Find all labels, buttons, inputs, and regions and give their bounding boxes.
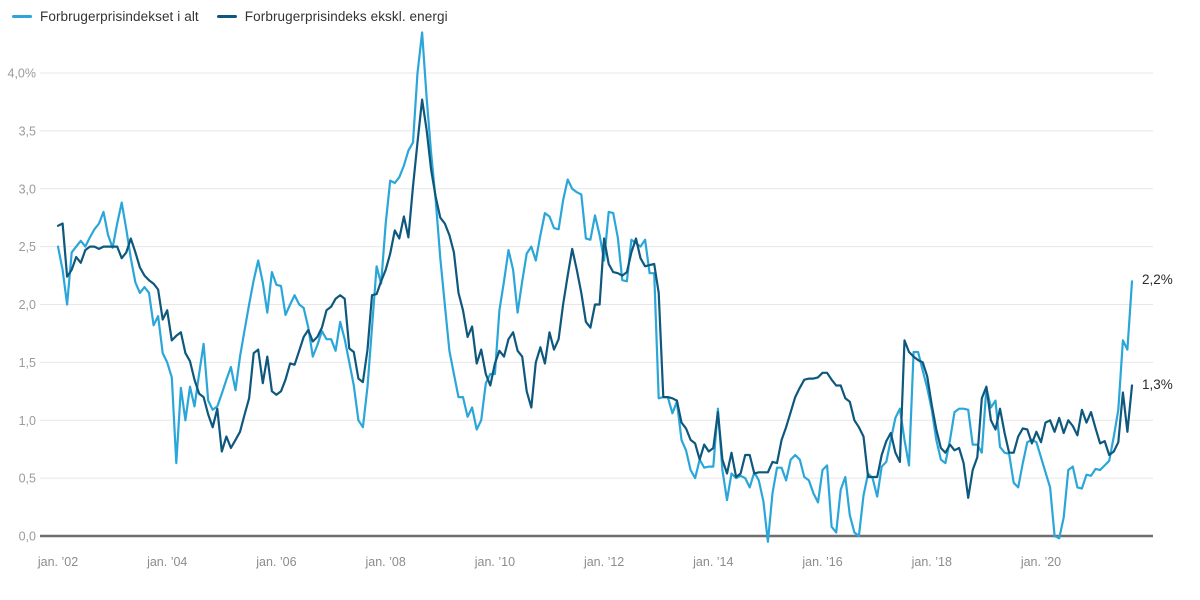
x-tick-label: jan. ’20 <box>1020 555 1061 569</box>
end-value-label-total: 2,2% <box>1142 272 1173 288</box>
x-tick-label: jan. ’02 <box>37 555 78 569</box>
x-tick-label: jan. ’16 <box>801 555 842 569</box>
y-axis-labels: 0,0 0,5 1,0 1,5 2,0 2,5 3,0 3,5 4,0% <box>8 67 37 544</box>
x-tick-label: jan. ’18 <box>911 555 952 569</box>
y-tick-label: 2,5 <box>19 240 36 254</box>
end-value-label-excl-energy: 1,3% <box>1142 376 1173 392</box>
legend-item-total: Forbrugerprisindekset i alt <box>12 9 199 24</box>
y-tick-label: 3,0 <box>19 182 36 196</box>
legend: Forbrugerprisindekset i alt Forbrugerpri… <box>12 9 448 24</box>
y-tick-label: 2,0 <box>19 298 36 312</box>
legend-swatch-total <box>12 15 32 18</box>
y-tick-label: 1,5 <box>19 356 36 370</box>
data-series-lines <box>56 31 1134 543</box>
x-axis-labels: jan. ’02 jan. ’04 jan. ’06 jan. ’08 jan. ’10… <box>37 555 1061 569</box>
x-tick-label: jan. ’12 <box>583 555 624 569</box>
x-tick-label: jan. ’04 <box>146 555 187 569</box>
y-tick-label: 0,5 <box>19 472 36 486</box>
y-tick-label: 4,0% <box>8 67 37 81</box>
legend-label-total: Forbrugerprisindekset i alt <box>40 9 199 24</box>
x-tick-label: jan. ’06 <box>255 555 296 569</box>
x-tick-label: jan. ’14 <box>692 555 733 569</box>
x-tick-label: jan. ’10 <box>474 555 515 569</box>
y-tick-label: 3,5 <box>19 124 36 138</box>
series-line-total <box>56 31 1134 543</box>
legend-swatch-excl-energy <box>216 15 237 18</box>
x-tick-label: jan. ’08 <box>365 555 406 569</box>
legend-item-excl-energy: Forbrugerprisindeks ekskl. energi <box>216 9 448 24</box>
y-tick-label: 1,0 <box>19 414 36 428</box>
series-line-excl-energy <box>56 98 1134 499</box>
legend-label-excl-energy: Forbrugerprisindeks ekskl. energi <box>244 9 448 24</box>
y-tick-label: 0,0 <box>19 530 36 544</box>
